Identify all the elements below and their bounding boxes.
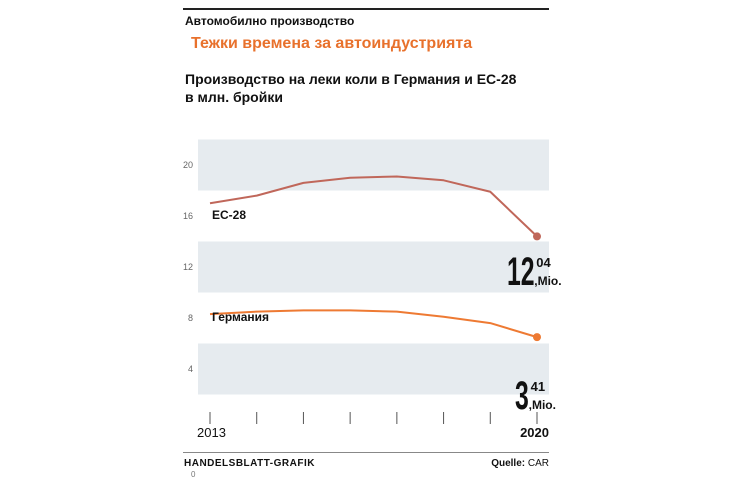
end-value-unit-2: ,Mio.: [529, 398, 556, 412]
end-value-unit-1: ,Mio.: [534, 274, 561, 288]
y-tick-label-4: 4: [188, 364, 193, 374]
y-tick-label-16: 16: [183, 211, 193, 221]
source: Quelle: CAR: [491, 458, 549, 469]
series-line-1: [209, 175, 538, 238]
source-label: Quelle:: [491, 458, 526, 469]
background-band-2: [198, 241, 549, 293]
end-value-decimal-1: 04: [536, 255, 551, 270]
series-endpoint-2: [533, 333, 541, 342]
subtitle-line-1: Производство на леки коли в Германия и Е…: [185, 71, 517, 87]
end-value-main-1: 12: [507, 250, 535, 294]
chart-subtitle: Производство на леки коли в Германия и Е…: [185, 70, 516, 106]
series-label-1: ЕС-28: [212, 208, 246, 222]
series-label-2: Германия: [212, 310, 269, 324]
end-value-main-2: 3: [515, 374, 529, 418]
headline: Тежки времена за автоиндустрията: [191, 35, 473, 52]
y-tick-label-12: 12: [183, 262, 193, 272]
background-band-1: [198, 139, 549, 191]
background-band-3: [198, 343, 549, 395]
subtitle-line-2: в млн. бройки: [185, 89, 283, 105]
credit: HANDELSBLATT-GRAFIK: [184, 458, 315, 469]
x-tick-label-2013: 2013: [197, 425, 226, 440]
source-value: CAR: [527, 458, 549, 469]
y-tick-label-8: 8: [188, 313, 193, 323]
kicker: Автомобилно производство: [185, 14, 355, 28]
x-tick-label-2020: 2020: [520, 425, 549, 440]
bottom-rule: [183, 452, 549, 453]
series-endpoint-1: [533, 232, 541, 241]
end-value-decimal-2: 41: [531, 379, 545, 394]
series-line-2: [209, 309, 538, 339]
y-tick-label-20: 20: [183, 160, 193, 170]
zero-label: 0: [191, 470, 196, 479]
top-rule: [183, 8, 549, 10]
